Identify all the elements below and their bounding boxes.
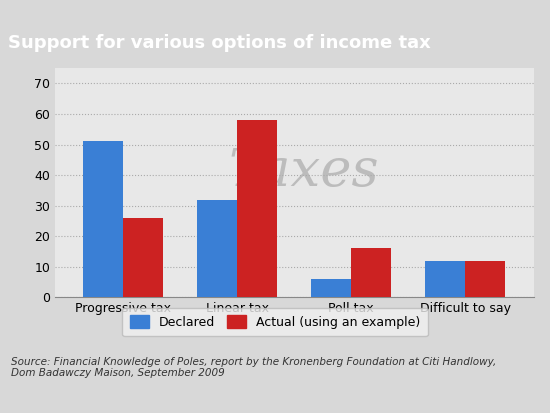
Text: Taxes: Taxes <box>228 146 379 197</box>
Legend: Declared, Actual (using an example): Declared, Actual (using an example) <box>122 308 428 337</box>
Bar <box>425 261 465 297</box>
Bar <box>84 142 123 297</box>
Bar <box>123 218 163 297</box>
Text: Support for various options of income tax: Support for various options of income ta… <box>8 34 431 52</box>
Bar <box>237 120 277 297</box>
Bar <box>465 261 505 297</box>
Text: Source: Financial Knowledge of Poles, report by the Kronenberg Foundation at Cit: Source: Financial Knowledge of Poles, re… <box>11 357 496 378</box>
Bar <box>351 249 391 297</box>
Bar <box>311 279 351 297</box>
Bar <box>197 199 237 297</box>
